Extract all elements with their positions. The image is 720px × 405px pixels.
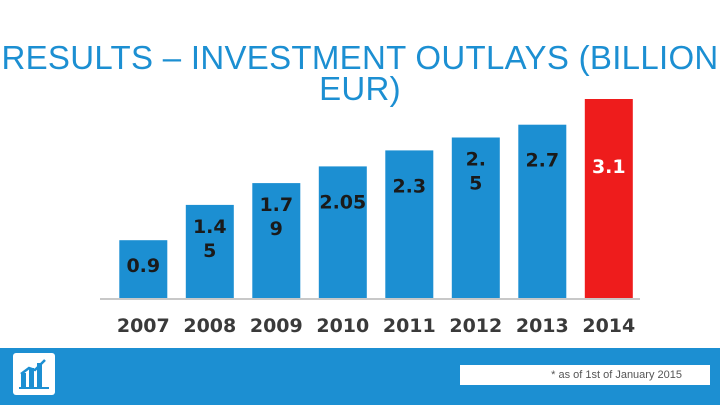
- data-label-2012: 2. 5: [466, 149, 486, 195]
- bar-2013: [518, 124, 567, 298]
- data-label-2008: 1.4 5: [193, 216, 227, 262]
- x-tick-2010: 2010: [316, 315, 369, 337]
- bar-2008: [185, 204, 234, 298]
- bar-2007: [119, 240, 168, 298]
- x-tick-2008: 2008: [183, 315, 236, 337]
- bars-group: 0.9 1.4 5 1.7 9 2.05 2.3 2. 5 2.7 3.1: [119, 99, 633, 298]
- data-label-2010: 2.05: [319, 191, 366, 213]
- data-label-2007: 0.9: [126, 255, 160, 277]
- chart-title: RESULTS – INVESTMENT OUTLAYS (BILLION EU…: [1, 39, 719, 107]
- data-label-2013: 2.7: [525, 150, 559, 172]
- x-tick-2012: 2012: [449, 315, 502, 337]
- data-label-2014: 3.1: [592, 156, 626, 178]
- bar-chart-logo-icon: [13, 353, 55, 395]
- bar-2014: [584, 99, 633, 298]
- x-tick-2009: 2009: [250, 315, 303, 337]
- x-tick-2013: 2013: [516, 315, 569, 337]
- x-tick-2011: 2011: [383, 315, 436, 337]
- data-label-2009: 1.7 9: [259, 194, 293, 240]
- data-label-2011: 2.3: [392, 175, 426, 197]
- bar-2012: [451, 137, 500, 298]
- x-tick-2007: 2007: [117, 315, 170, 337]
- bar-2010: [318, 166, 367, 298]
- x-tick-2014: 2014: [582, 315, 635, 337]
- x-tick-labels: 2007 2008 2009 2010 2011 2012 2013 2014: [117, 315, 635, 337]
- bar-2011: [385, 150, 434, 298]
- footnote: * as of 1st of January 2015: [460, 365, 710, 385]
- bar-2009: [252, 183, 301, 298]
